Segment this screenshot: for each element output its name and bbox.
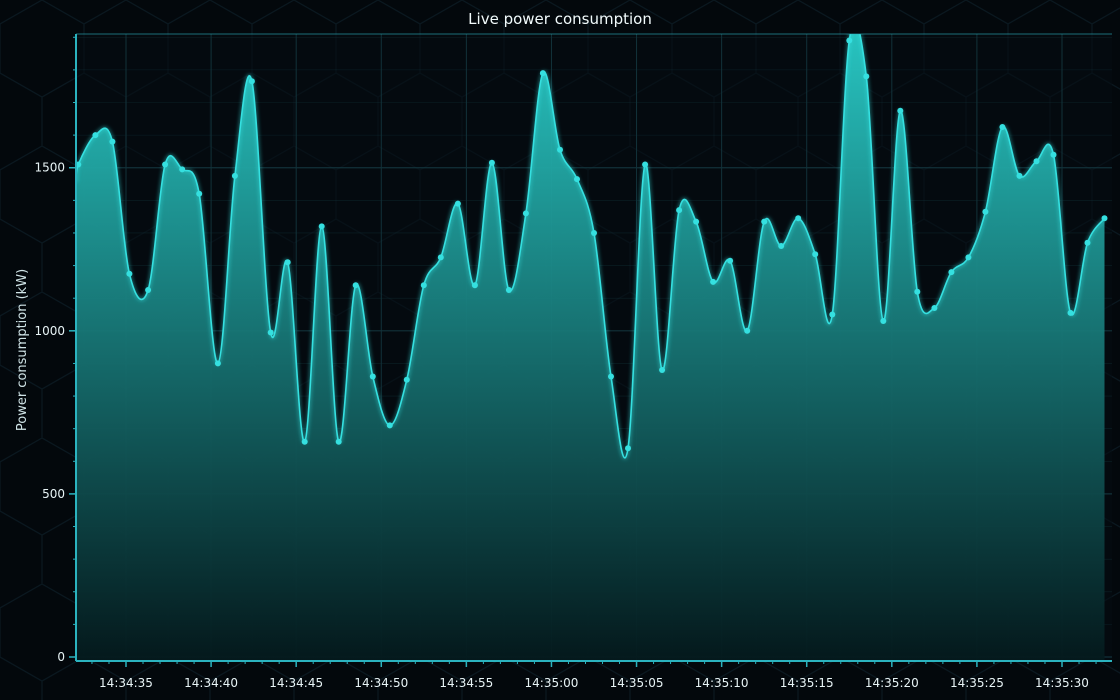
x-tick-label: 14:34:40 — [184, 676, 238, 690]
x-tick-label: 14:35:25 — [950, 676, 1004, 690]
data-point — [179, 166, 186, 173]
data-point — [248, 78, 255, 85]
data-point — [454, 200, 461, 207]
data-point — [267, 329, 274, 336]
x-tick-label: 14:35:05 — [610, 676, 664, 690]
x-tick-label: 14:34:45 — [269, 676, 323, 690]
data-point — [1084, 239, 1091, 246]
axes — [75, 33, 1112, 662]
data-point — [931, 305, 938, 311]
data-point — [162, 161, 169, 168]
x-tick-label: 14:35:00 — [525, 676, 579, 690]
series-area — [76, 34, 1105, 661]
x-tick-label: 14:35:15 — [780, 676, 834, 690]
data-point — [318, 223, 325, 230]
data-point — [1050, 151, 1057, 158]
data-point — [1016, 172, 1023, 179]
x-tick-label: 14:34:50 — [354, 676, 408, 690]
data-point — [761, 218, 768, 225]
data-point — [727, 257, 734, 264]
data-point — [196, 190, 203, 197]
data-point — [420, 282, 427, 289]
data-point — [284, 259, 291, 266]
data-point — [386, 422, 393, 429]
x-axis-ticks: 14:34:35 14:34:40 14:34:45 14:34:50 14:34:55… — [91, 661, 1097, 690]
data-point — [744, 327, 751, 334]
y-tick-label: 500 — [42, 487, 65, 501]
data-point — [914, 288, 921, 295]
data-point — [471, 282, 478, 289]
data-point — [335, 438, 342, 445]
x-tick-label: 14:34:55 — [439, 676, 493, 690]
data-point — [1033, 158, 1040, 165]
data-point — [642, 161, 649, 168]
data-point — [965, 254, 972, 261]
data-point — [126, 270, 133, 277]
y-tick-label: 0 — [57, 650, 65, 664]
data-point — [863, 73, 870, 80]
data-point — [982, 208, 989, 215]
data-point — [488, 159, 495, 166]
data-point — [591, 230, 597, 236]
data-point — [778, 243, 785, 249]
data-point — [795, 215, 802, 222]
data-point — [948, 269, 955, 276]
x-tick-label: 14:34:35 — [99, 676, 153, 690]
data-point — [145, 287, 152, 293]
data-point — [369, 373, 376, 380]
data-point — [1067, 309, 1074, 316]
data-point — [710, 278, 717, 285]
data-point — [1101, 215, 1108, 222]
data-point — [539, 70, 546, 77]
series-points — [76, 37, 1108, 452]
data-point — [574, 176, 580, 183]
data-point — [352, 282, 359, 289]
y-tick-label: 1000 — [34, 324, 65, 338]
data-point — [880, 318, 887, 324]
data-point — [522, 210, 529, 217]
data-point — [557, 146, 563, 153]
x-tick-label: 14:35:30 — [1035, 676, 1089, 690]
data-point — [505, 287, 512, 293]
data-point — [301, 438, 308, 445]
data-point — [846, 37, 853, 44]
series-line — [76, 34, 1106, 459]
x-tick-label: 14:35:20 — [865, 676, 919, 690]
data-point — [659, 367, 666, 373]
data-point — [76, 161, 82, 168]
data-point — [92, 132, 99, 139]
data-point — [676, 207, 683, 214]
y-axis-ticks: 0 500 1000 1500 — [34, 36, 76, 664]
data-point — [829, 311, 836, 318]
y-tick-label: 1500 — [34, 161, 65, 175]
data-point — [812, 251, 819, 258]
data-point — [214, 360, 221, 367]
data-point — [437, 254, 444, 261]
area-line — [76, 34, 1106, 459]
data-point — [625, 445, 631, 452]
data-point — [403, 376, 410, 383]
x-tick-label: 14:35:10 — [695, 676, 749, 690]
chart-title: Live power consumption — [468, 10, 652, 28]
data-point — [109, 138, 116, 145]
data-point — [897, 107, 904, 114]
data-point — [608, 373, 614, 380]
data-point — [693, 218, 700, 225]
data-point — [999, 124, 1006, 130]
data-point — [231, 172, 238, 179]
area-fill — [76, 34, 1105, 661]
y-axis-title: Power consumption (kW) — [15, 269, 30, 431]
